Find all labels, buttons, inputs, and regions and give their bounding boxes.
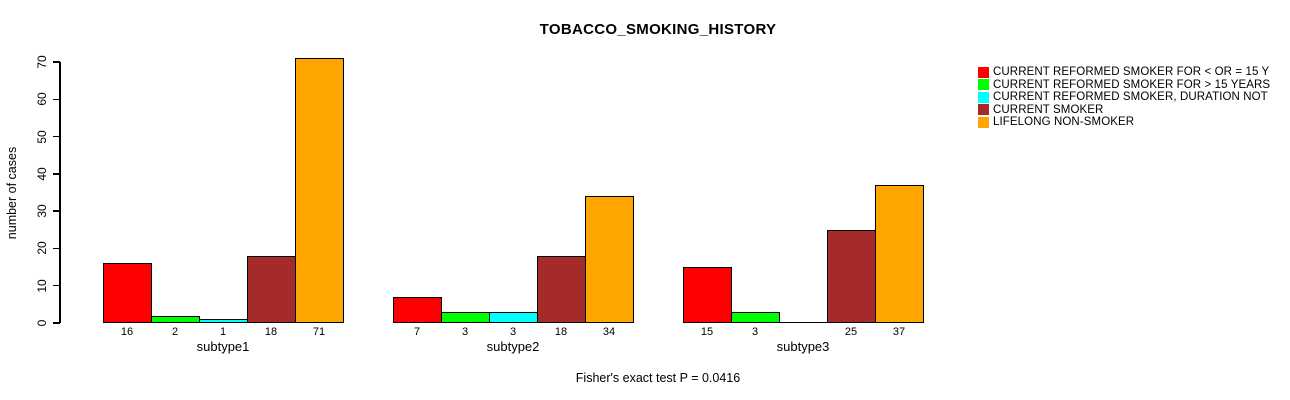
legend-row: CURRENT SMOKER [978,104,1290,117]
red-swatch-icon [978,66,989,78]
orange-swatch-icon [978,116,989,128]
legend-row: CURRENT REFORMED SMOKER FOR < OR = 15 Y [978,66,1290,79]
y-axis-tick [53,247,60,250]
y-axis-tick-label: 30 [35,204,49,218]
y-axis-tick [53,210,60,212]
legend-row: CURRENT REFORMED SMOKER, DURATION NOT [978,91,1290,104]
y-axis-tick [53,61,60,63]
bar [151,315,200,323]
bar [875,185,924,323]
y-axis-tick [53,284,60,287]
fishers-test-annotation: Fisher's exact test P = 0.0416 [575,371,741,385]
bar-value-label: 3 [461,326,469,338]
legend-label: CURRENT REFORMED SMOKER FOR < OR = 15 Y [993,66,1270,79]
bar-value-label: 71 [312,326,326,338]
bar-value-label: 3 [751,326,759,338]
bar [683,267,732,323]
green-swatch-icon [978,79,989,91]
bar-value-label: 37 [892,326,906,338]
y-axis-tick-label: 40 [35,167,49,181]
legend-label: CURRENT SMOKER [993,103,1104,116]
bar-value-label: 2 [171,326,179,338]
legend-label: CURRENT REFORMED SMOKER, DURATION NOT [993,91,1268,104]
legend-row: CURRENT REFORMED SMOKER FOR > 15 YEARS [978,79,1290,92]
chart-title: TOBACCO_SMOKING_HISTORY [539,21,777,38]
y-axis-tick [53,98,60,101]
bar-value-label: 18 [264,326,278,338]
bar [731,311,780,323]
y-axis-tick-label: 0 [35,319,49,327]
bar [441,311,490,323]
y-axis-tick [53,173,60,175]
bar [537,255,586,323]
bar-value-label: 34 [602,326,616,338]
legend-label: LIFELONG NON-SMOKER [993,116,1135,129]
bar [585,196,634,323]
bar [827,229,876,323]
bar [295,58,344,323]
bar [103,263,152,323]
bar-value-label: 16 [120,326,134,338]
bar [393,296,442,323]
bar-value-label: 15 [700,326,714,338]
bar-value-label: 25 [844,326,858,338]
y-axis-tick-label: 50 [35,129,49,144]
bar [489,311,538,323]
y-axis-tick [53,135,60,138]
y-axis-tick-label: 60 [35,92,49,106]
y-axis-label: number of cases [5,146,19,240]
bar-value-label: 7 [413,326,421,338]
brown-swatch-icon [978,104,989,116]
y-axis-tick-label: 70 [35,55,49,69]
bar-value-label: 18 [554,326,568,338]
y-axis-tick-label: 20 [35,241,49,256]
group-label: subtype1 [196,339,250,354]
bar-value-label: 3 [509,326,517,338]
group-label: subtype3 [776,339,830,354]
bar [247,255,296,323]
legend-label: CURRENT REFORMED SMOKER FOR > 15 YEARS [993,78,1271,91]
cyan-swatch-icon [978,91,989,103]
y-axis-line [59,62,61,323]
group-label: subtype2 [486,339,540,354]
legend-row: LIFELONG NON-SMOKER [978,116,1290,129]
y-axis-tick-label: 10 [35,279,49,293]
zero-height-bar [779,321,828,323]
bar [199,319,248,323]
y-axis-tick [53,322,60,324]
bar-value-label: 1 [219,326,227,338]
